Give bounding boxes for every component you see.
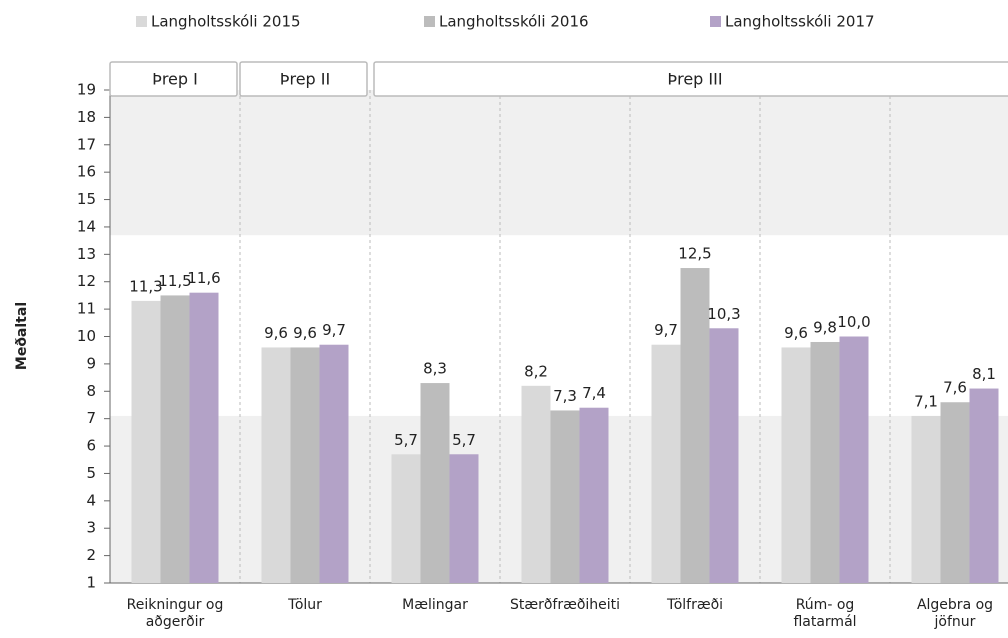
bar	[189, 292, 219, 583]
legend-label: Langholtsskóli 2017	[725, 13, 875, 31]
bar	[131, 300, 161, 583]
bar	[579, 407, 609, 583]
y-tick-label: 11	[77, 300, 96, 318]
y-tick-label: 7	[86, 409, 96, 427]
bar	[651, 344, 681, 583]
bar	[521, 385, 551, 583]
group-header-label: Þrep III	[667, 70, 722, 89]
bar	[319, 344, 349, 583]
value-label: 8,1	[972, 365, 996, 383]
value-label: 12,5	[678, 245, 711, 263]
value-label: 10,3	[707, 305, 740, 323]
x-tick-label: Tölur	[288, 597, 322, 613]
y-tick-label: 12	[77, 272, 96, 290]
x-tick-label: Reikningur og aðgerðir	[126, 597, 224, 630]
y-tick-label: 4	[86, 491, 96, 509]
x-tick-label: Tölfræði	[666, 597, 724, 613]
value-label: 9,7	[654, 321, 678, 339]
legend-label: Langholtsskóli 2016	[439, 13, 589, 31]
y-tick-label: 8	[86, 382, 96, 400]
bar	[550, 410, 580, 583]
value-label: 5,7	[394, 431, 418, 449]
bar	[969, 388, 999, 583]
bar	[911, 415, 941, 583]
value-label: 10,0	[837, 313, 870, 331]
value-label: 7,4	[582, 384, 606, 402]
group-header-box	[373, 61, 1008, 97]
value-label: 9,8	[813, 318, 837, 336]
x-tick-label: Algebra og jöfnur	[916, 597, 994, 630]
legend-label: Langholtsskóli 2015	[151, 13, 301, 31]
y-tick-label: 17	[77, 135, 96, 153]
group-header-label: Þrep II	[280, 70, 330, 89]
value-label: 11,6	[187, 269, 220, 287]
bar	[940, 402, 970, 583]
bar	[709, 328, 739, 583]
bar	[810, 341, 840, 583]
y-tick-label: 10	[77, 327, 96, 345]
y-tick-label: 1	[86, 574, 96, 592]
group-header-box	[239, 61, 368, 97]
bar	[839, 336, 869, 583]
bar	[420, 383, 450, 583]
value-label: 7,6	[943, 379, 967, 397]
x-tick-label: Rúm- og flatarmál	[793, 597, 857, 630]
value-label: 11,5	[158, 272, 191, 290]
y-tick-label: 19	[77, 81, 96, 99]
x-tick-label: Mælingar	[402, 597, 468, 613]
value-label: 9,7	[322, 321, 346, 339]
y-tick-label: 14	[77, 217, 96, 235]
group-header-label: Þrep I	[152, 70, 198, 89]
y-tick-label: 9	[86, 354, 96, 372]
value-label: 5,7	[452, 431, 476, 449]
group-header-box	[109, 61, 238, 97]
value-label: 9,6	[264, 324, 288, 342]
legend-swatch	[136, 16, 147, 27]
y-tick-label: 5	[86, 464, 96, 482]
bar	[160, 295, 190, 583]
y-tick-label: 15	[77, 190, 96, 208]
value-label: 8,2	[524, 362, 548, 380]
y-tick-label: 6	[86, 437, 96, 455]
bar	[781, 347, 811, 583]
value-label: 7,1	[914, 392, 938, 410]
y-axis-label: Meðaltal	[14, 302, 30, 370]
bar	[449, 454, 479, 583]
bar	[290, 347, 320, 583]
y-tick-label: 16	[77, 163, 96, 181]
value-label: 7,3	[553, 387, 577, 405]
bar	[680, 268, 710, 583]
y-tick-label: 18	[77, 108, 96, 126]
value-label: 11,3	[129, 277, 162, 295]
shaded-band	[110, 90, 1008, 236]
bar	[261, 347, 291, 583]
y-tick-label: 3	[86, 519, 96, 537]
legend-swatch	[424, 16, 435, 27]
value-label: 9,6	[293, 324, 317, 342]
legend-swatch	[710, 16, 721, 27]
bar	[391, 454, 421, 583]
x-tick-label: Stærðfræðiheiti	[509, 597, 621, 613]
value-label: 9,6	[784, 324, 808, 342]
y-tick-label: 2	[86, 546, 96, 564]
value-label: 8,3	[423, 360, 447, 378]
y-tick-label: 13	[77, 245, 96, 263]
